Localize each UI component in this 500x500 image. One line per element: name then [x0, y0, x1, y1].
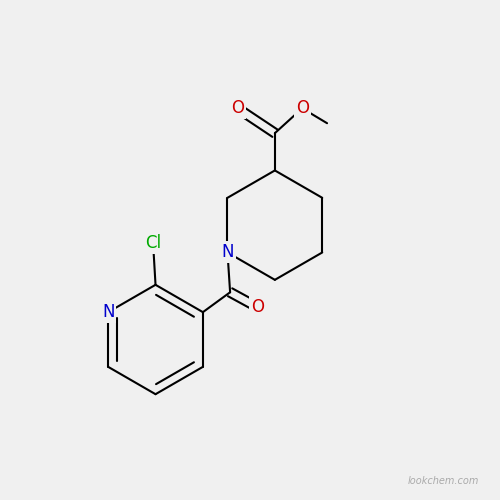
Text: N: N [102, 303, 115, 321]
Text: O: O [251, 298, 264, 316]
Text: Cl: Cl [145, 234, 161, 252]
Text: N: N [221, 244, 234, 262]
Text: O: O [296, 100, 308, 117]
Text: lookchem.com: lookchem.com [408, 476, 478, 486]
Text: O: O [231, 100, 244, 117]
